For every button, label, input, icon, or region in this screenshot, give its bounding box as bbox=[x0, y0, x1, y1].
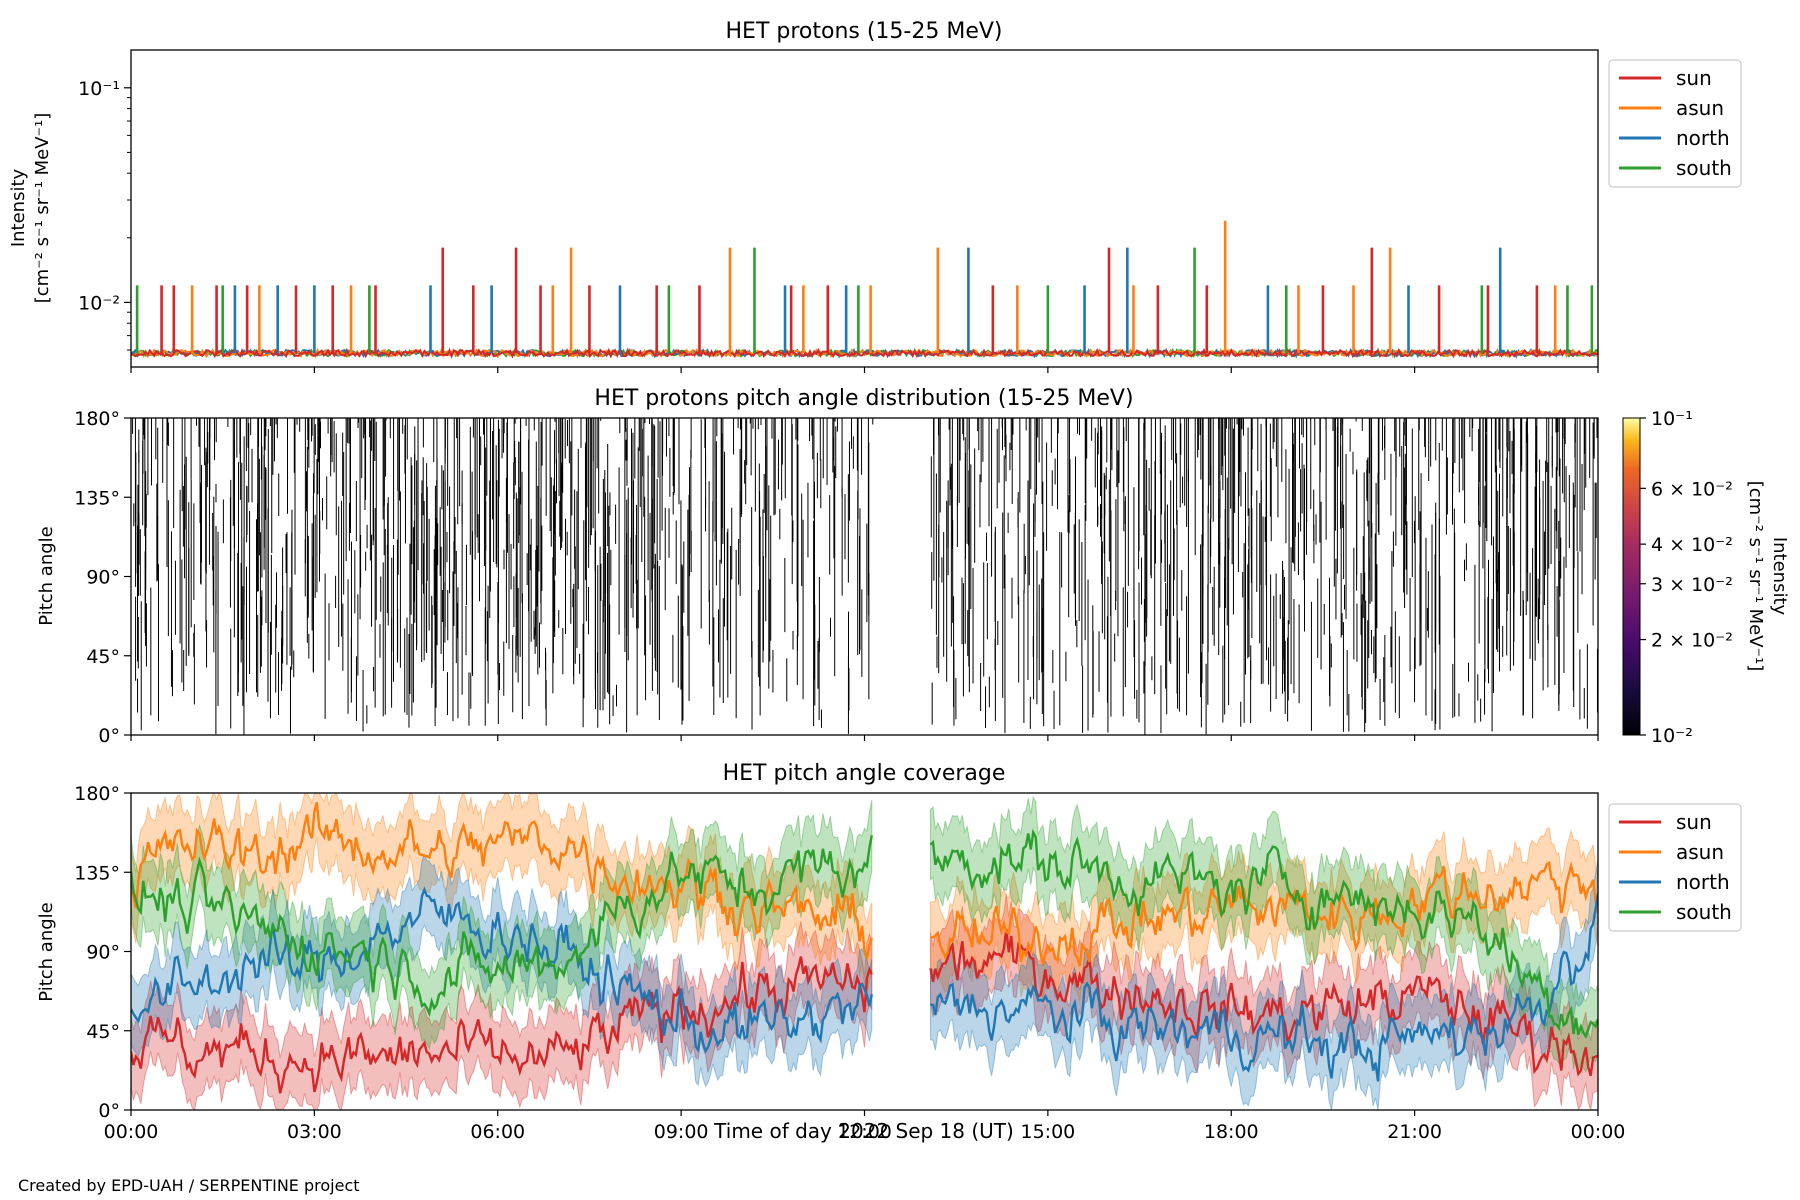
y-tick-label: 135° bbox=[74, 862, 120, 884]
credit-text: Created by EPD-UAH / SERPENTINE project bbox=[18, 1176, 360, 1195]
x-tick-label: 21:00 bbox=[1387, 1121, 1442, 1143]
panel3-legend: sun asun north south bbox=[1608, 803, 1742, 932]
y-tick-label: 90° bbox=[86, 942, 120, 964]
band-south bbox=[131, 800, 873, 1051]
panel1-legend-label-north: north bbox=[1676, 126, 1730, 150]
x-tick-label: 15:00 bbox=[1020, 1121, 1075, 1143]
colorbar-tick-label: 3 × 10⁻² bbox=[1651, 574, 1733, 596]
y-tick-label: 45° bbox=[86, 646, 120, 668]
panel3-legend-label-north: north bbox=[1676, 870, 1730, 894]
x-tick-label: 09:00 bbox=[654, 1121, 709, 1143]
y-tick-label: 10⁻¹ bbox=[78, 78, 120, 100]
y-tick-label: 0° bbox=[98, 1100, 120, 1122]
panel3-legend-label-south: south bbox=[1676, 900, 1732, 924]
y-tick-label: 90° bbox=[86, 567, 120, 589]
band-sun bbox=[131, 921, 873, 1110]
y-tick-label: 10⁻² bbox=[78, 292, 120, 314]
x-tick-label: 18:00 bbox=[1204, 1121, 1259, 1143]
line-asun bbox=[930, 860, 1598, 967]
panel1-plot-area bbox=[131, 220, 1598, 359]
colorbar: 10⁻¹ 6 × 10⁻² 4 × 10⁻² 3 × 10⁻² 2 × 10⁻² 10⁻²… bbox=[1622, 408, 1790, 747]
line-sun bbox=[131, 956, 873, 1094]
pad-panel: HET protons pitch angle distribution (15… bbox=[36, 386, 1790, 747]
panel1-ylabel-line2: [cm⁻² s⁻¹ sr⁻¹ MeV⁻¹] bbox=[32, 113, 53, 304]
x-tick-label: 06:00 bbox=[470, 1121, 525, 1143]
colorbar-tick-label: 10⁻¹ bbox=[1651, 408, 1693, 430]
colorbar-tick-label: 10⁻² bbox=[1651, 725, 1693, 747]
panel2-plot-area bbox=[132, 418, 1598, 735]
coverage-panel: HET pitch angle coverage 0° 45° 90° 135° 180… bbox=[36, 761, 1742, 1143]
panel3-legend-box bbox=[1608, 803, 1742, 932]
line-north bbox=[930, 893, 1598, 1082]
line-south bbox=[929, 828, 1598, 1039]
panel2-title: HET protons pitch angle distribution (15… bbox=[594, 386, 1133, 411]
colorbar-gradient bbox=[1622, 417, 1641, 736]
panel3-plot-area bbox=[131, 793, 1598, 1110]
panel2-ylabel: Pitch angle bbox=[36, 526, 57, 625]
line-north bbox=[131, 886, 873, 1054]
x-tick-label: 00:00 bbox=[104, 1121, 159, 1143]
colorbar-ticks: 10⁻¹ 6 × 10⁻² 4 × 10⁻² 3 × 10⁻² 2 × 10⁻² 10⁻² bbox=[1640, 408, 1733, 747]
panel3-xlabel: Time of day 2022 Sep 18 (UT) bbox=[713, 1119, 1014, 1143]
panel1-ylabel-line1: Intensity bbox=[8, 168, 29, 247]
panel1-legend-label-south: south bbox=[1676, 156, 1732, 180]
colorbar-tick-label: 2 × 10⁻² bbox=[1651, 630, 1733, 652]
colorbar-label-line1: Intensity bbox=[1769, 537, 1790, 616]
panel1-title: HET protons (15-25 MeV) bbox=[726, 19, 1003, 44]
panel3-title: HET pitch angle coverage bbox=[723, 761, 1006, 786]
y-tick-label: 180° bbox=[74, 783, 120, 805]
band-sun bbox=[930, 893, 1598, 1110]
panel1-legend-label-sun: sun bbox=[1676, 66, 1712, 90]
panel3-y-ticks: 0° 45° 90° 135° 180° bbox=[74, 783, 131, 1122]
colorbar-tick-label: 6 × 10⁻² bbox=[1651, 478, 1733, 500]
y-tick-label: 0° bbox=[98, 725, 120, 747]
intensity-panel: HET protons (15-25 MeV) 10⁻¹ 10⁻² Intensi… bbox=[8, 19, 1742, 373]
band-north bbox=[930, 858, 1598, 1110]
panel1-y-ticks: 10⁻¹ 10⁻² bbox=[78, 78, 131, 351]
x-tick-label: 00:00 bbox=[1571, 1121, 1626, 1143]
panel2-x-ticks bbox=[130, 735, 1599, 741]
panel1-legend: sun asun north south bbox=[1608, 59, 1742, 188]
panel1-legend-box bbox=[1608, 59, 1742, 188]
x-tick-label: 12:00 bbox=[837, 1121, 892, 1143]
panel3-x-ticks: 00:00 03:00 06:00 09:00 12:00 15:00 18:00 21:00… bbox=[104, 1110, 1626, 1143]
y-tick-label: 45° bbox=[86, 1021, 120, 1043]
x-tick-label: 03:00 bbox=[287, 1121, 342, 1143]
colorbar-tick-label: 4 × 10⁻² bbox=[1651, 534, 1733, 556]
panel3-legend-label-sun: sun bbox=[1676, 810, 1712, 834]
panel2-y-ticks: 0° 45° 90° 135° 180° bbox=[74, 408, 131, 747]
colorbar-label-line2: [cm⁻² s⁻¹ sr⁻¹ MeV⁻¹] bbox=[1745, 481, 1766, 672]
panel1-x-ticks bbox=[130, 367, 1599, 373]
line-south bbox=[131, 835, 873, 1018]
panel3-legend-label-asun: asun bbox=[1676, 840, 1724, 864]
panel1-legend-label-asun: asun bbox=[1676, 96, 1724, 120]
y-tick-label: 180° bbox=[74, 408, 120, 430]
panel3-ylabel: Pitch angle bbox=[36, 902, 57, 1001]
y-tick-label: 135° bbox=[74, 487, 120, 509]
